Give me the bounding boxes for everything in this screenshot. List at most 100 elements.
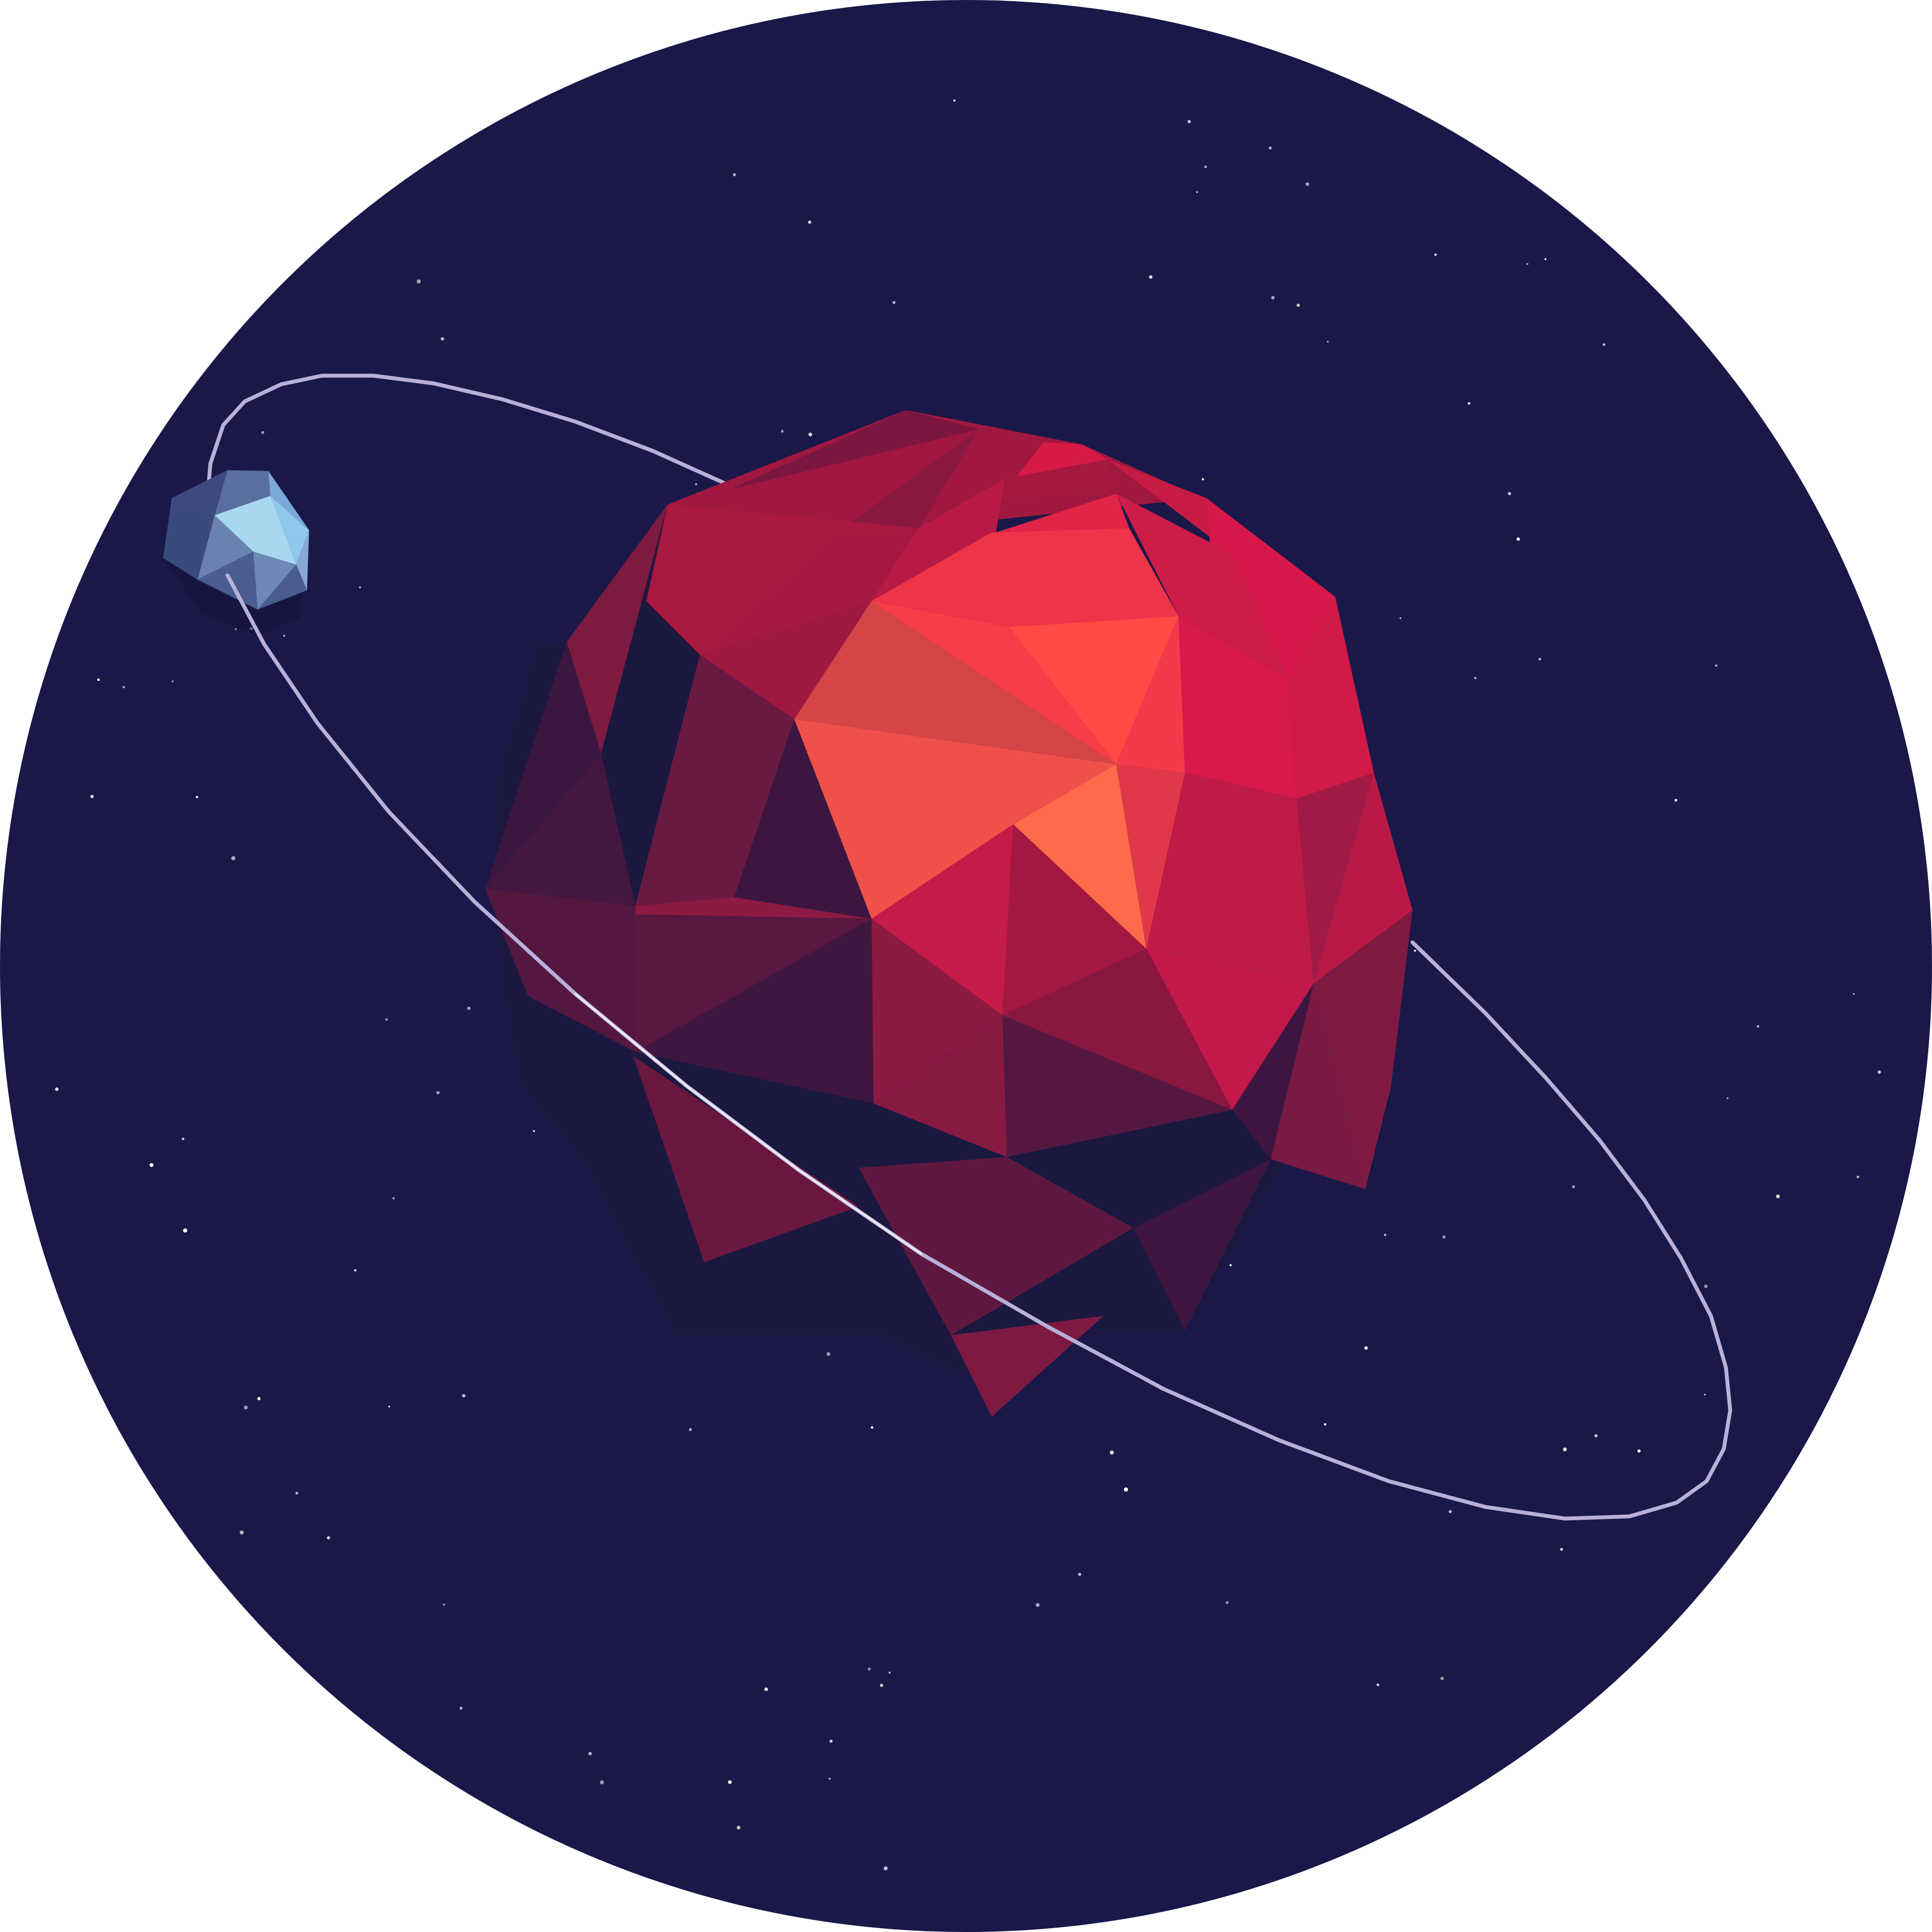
star bbox=[1364, 1346, 1368, 1350]
star bbox=[695, 483, 698, 486]
star bbox=[600, 1780, 604, 1785]
star bbox=[868, 1668, 871, 1671]
star bbox=[1187, 120, 1191, 124]
star bbox=[443, 1604, 445, 1606]
star bbox=[1078, 1573, 1081, 1576]
star bbox=[1572, 1185, 1575, 1188]
star bbox=[231, 856, 236, 860]
star bbox=[1229, 1264, 1232, 1267]
star bbox=[1560, 1548, 1563, 1551]
star bbox=[385, 1018, 388, 1021]
star bbox=[1110, 1450, 1114, 1455]
star bbox=[97, 678, 100, 681]
star bbox=[1637, 1449, 1641, 1453]
star bbox=[1726, 1097, 1728, 1100]
star bbox=[733, 173, 736, 176]
star bbox=[1757, 1025, 1759, 1028]
star bbox=[1474, 677, 1477, 680]
star bbox=[327, 1536, 330, 1540]
star bbox=[1305, 182, 1309, 186]
star bbox=[462, 1394, 465, 1397]
star bbox=[392, 1197, 395, 1200]
star bbox=[689, 1428, 692, 1431]
star bbox=[1297, 304, 1300, 307]
star bbox=[1271, 296, 1275, 300]
star bbox=[235, 628, 237, 630]
star bbox=[1674, 799, 1677, 802]
star bbox=[240, 1530, 244, 1535]
star bbox=[1399, 617, 1402, 619]
star bbox=[436, 1091, 440, 1094]
star bbox=[55, 1087, 59, 1091]
star bbox=[1442, 1235, 1446, 1239]
star bbox=[1776, 1194, 1780, 1199]
star bbox=[1704, 1394, 1706, 1396]
star bbox=[440, 337, 444, 341]
star bbox=[182, 1137, 185, 1140]
star bbox=[829, 1777, 831, 1780]
star bbox=[244, 1405, 248, 1410]
star bbox=[1440, 1677, 1444, 1680]
star bbox=[359, 586, 361, 589]
star bbox=[764, 1687, 768, 1691]
star bbox=[884, 1866, 888, 1871]
star bbox=[149, 1163, 154, 1167]
star bbox=[1877, 1070, 1881, 1074]
star bbox=[1526, 263, 1528, 265]
star bbox=[1327, 340, 1329, 343]
star bbox=[1324, 1423, 1327, 1426]
star bbox=[826, 1352, 830, 1356]
star bbox=[1202, 478, 1204, 480]
star bbox=[1563, 1447, 1567, 1452]
star bbox=[871, 1426, 874, 1429]
star bbox=[892, 301, 896, 304]
star bbox=[1704, 1284, 1708, 1288]
star bbox=[888, 1671, 891, 1674]
star bbox=[1269, 146, 1272, 150]
star bbox=[388, 1406, 390, 1408]
orbit-ring-back bbox=[204, 374, 741, 517]
star bbox=[1467, 402, 1470, 405]
orbit-ring-highlight bbox=[574, 993, 922, 1255]
star bbox=[283, 635, 286, 637]
star bbox=[1516, 537, 1520, 541]
star bbox=[1603, 343, 1605, 346]
star bbox=[1124, 1487, 1128, 1492]
star bbox=[1853, 993, 1855, 995]
star bbox=[808, 432, 812, 437]
star bbox=[1449, 1510, 1452, 1513]
star bbox=[1196, 191, 1198, 193]
star bbox=[1149, 275, 1153, 279]
star bbox=[1856, 1176, 1859, 1179]
star bbox=[1594, 1434, 1598, 1437]
orbit-ring-front bbox=[225, 573, 1732, 1521]
star bbox=[195, 796, 198, 799]
star bbox=[1434, 253, 1437, 256]
star bbox=[261, 431, 264, 434]
star bbox=[90, 795, 94, 799]
star bbox=[295, 1492, 298, 1495]
star bbox=[1508, 492, 1511, 495]
star bbox=[416, 279, 421, 284]
star bbox=[1036, 1603, 1040, 1607]
blue-lowpoly-moon-icon bbox=[163, 470, 309, 635]
star bbox=[1715, 664, 1718, 667]
star bbox=[1204, 165, 1207, 168]
star bbox=[467, 1006, 471, 1010]
star bbox=[1544, 258, 1547, 261]
star bbox=[953, 99, 956, 102]
star bbox=[354, 1269, 357, 1272]
star bbox=[1538, 658, 1541, 661]
star bbox=[736, 1826, 741, 1830]
star bbox=[588, 1752, 592, 1756]
star bbox=[459, 1707, 463, 1710]
star bbox=[1376, 1683, 1379, 1686]
star bbox=[781, 430, 784, 433]
star bbox=[1414, 949, 1416, 952]
star bbox=[728, 1780, 732, 1784]
star bbox=[1225, 1601, 1229, 1604]
star bbox=[1384, 1233, 1387, 1236]
star bbox=[257, 1397, 261, 1400]
star bbox=[880, 1683, 883, 1687]
